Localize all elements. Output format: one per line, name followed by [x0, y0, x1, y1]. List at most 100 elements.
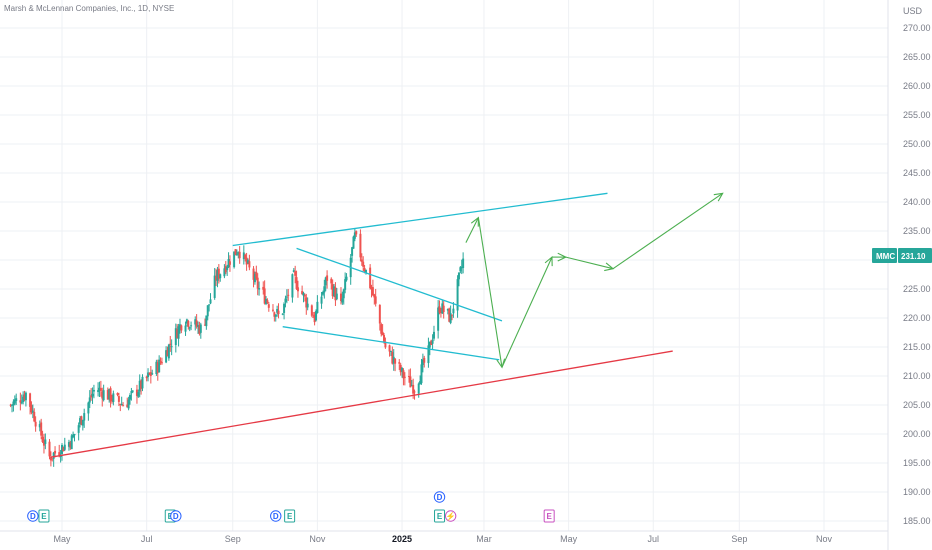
candle-body [98, 387, 101, 391]
candle-body [235, 254, 238, 256]
candle-body [77, 425, 80, 433]
candle-body [362, 261, 365, 267]
candle-body [147, 372, 150, 378]
candle-body [206, 305, 209, 317]
candle-body [197, 325, 200, 327]
candle-body [159, 361, 162, 363]
candle-body [409, 376, 412, 388]
dividend-marker-label: D [173, 512, 179, 521]
candle-body [185, 319, 188, 324]
last-price-badges: MMC 231.10 [872, 248, 932, 263]
candle-body [22, 396, 25, 403]
candle-body [59, 455, 62, 457]
candle-body [301, 291, 304, 295]
candle-body [91, 393, 94, 397]
candle-body [40, 422, 43, 436]
candle-body [306, 303, 309, 308]
candle-body [294, 271, 297, 276]
y-tick-label: 215.00 [903, 342, 931, 352]
candle-body [194, 319, 197, 325]
candle-body [428, 341, 431, 348]
candle-body [13, 399, 16, 404]
candle-body [310, 305, 313, 316]
candle-body [399, 364, 402, 373]
y-tick-label: 260.00 [903, 81, 931, 91]
candle-body [446, 308, 449, 311]
candle-body [266, 300, 269, 303]
candle-body [256, 277, 259, 289]
candle-body [167, 344, 170, 359]
candle-body [174, 328, 177, 346]
candle-body [131, 390, 134, 392]
candle-body [255, 271, 258, 279]
last-price-badge [898, 248, 932, 263]
dividend-marker [170, 510, 182, 522]
candle-body [69, 442, 72, 448]
candle-body [177, 326, 180, 339]
x-tick-label: May [53, 534, 71, 544]
candle-body [258, 288, 261, 290]
candle-body [88, 397, 91, 403]
candle-body [403, 376, 406, 378]
candle-body [374, 296, 377, 304]
dividend-marker [27, 510, 39, 522]
candle-body [394, 358, 397, 364]
candle-body [276, 309, 279, 313]
candle-body [90, 395, 93, 398]
ticker-label: MMC [876, 252, 895, 261]
candle-body [15, 398, 18, 402]
candle-body [97, 390, 100, 392]
candle-body [252, 268, 255, 280]
candle-body [216, 270, 219, 281]
earnings-marker-label: E [437, 512, 443, 521]
candle-body [398, 362, 401, 364]
candle-body [438, 306, 441, 313]
candle-body [208, 304, 211, 306]
candle-body [305, 297, 308, 308]
candle-body [217, 268, 220, 279]
chart-title: Marsh & McLennan Companies, Inc., 1D, NY… [4, 4, 174, 13]
candle-body [412, 384, 415, 394]
candle-body [283, 303, 286, 313]
y-tick-label: 245.00 [903, 168, 931, 178]
candle-body [148, 373, 151, 375]
split-marker-label: ⚡ [446, 511, 456, 521]
candle-body [331, 284, 334, 297]
candle-body [373, 294, 376, 298]
candle-body [156, 362, 159, 373]
candle-body [360, 259, 363, 262]
candle-body [67, 442, 70, 447]
price-axis-bg [888, 0, 932, 550]
candle-body [116, 393, 119, 395]
candle-body [180, 325, 183, 331]
y-tick-label: 220.00 [903, 313, 931, 323]
candle-body [223, 268, 226, 277]
candle-body [198, 325, 201, 334]
candle-body [430, 340, 433, 346]
dividend-marker-label: D [30, 512, 36, 521]
candle-body [285, 296, 288, 298]
candle-body [341, 298, 344, 303]
earnings-marker [543, 509, 555, 523]
candle-body [437, 307, 440, 331]
candle-body [402, 370, 405, 379]
candle-body [364, 269, 367, 273]
candle-body [267, 304, 270, 308]
candle-body [421, 359, 424, 365]
y-tick-label: 210.00 [903, 371, 931, 381]
candle-body [145, 376, 148, 379]
candle-body [209, 299, 212, 304]
x-tick-label: 2025 [392, 534, 412, 544]
candle-body [451, 314, 454, 316]
candle-body [353, 232, 356, 239]
x-tick-label: Nov [309, 534, 326, 544]
candle-body [11, 404, 14, 406]
x-tick-label: Jul [648, 534, 660, 544]
candle-body [392, 356, 395, 364]
candle-body [312, 316, 315, 318]
earnings-marker [434, 509, 446, 523]
candle-body [79, 418, 82, 425]
candle-body [320, 296, 323, 304]
candle-body [326, 275, 329, 281]
